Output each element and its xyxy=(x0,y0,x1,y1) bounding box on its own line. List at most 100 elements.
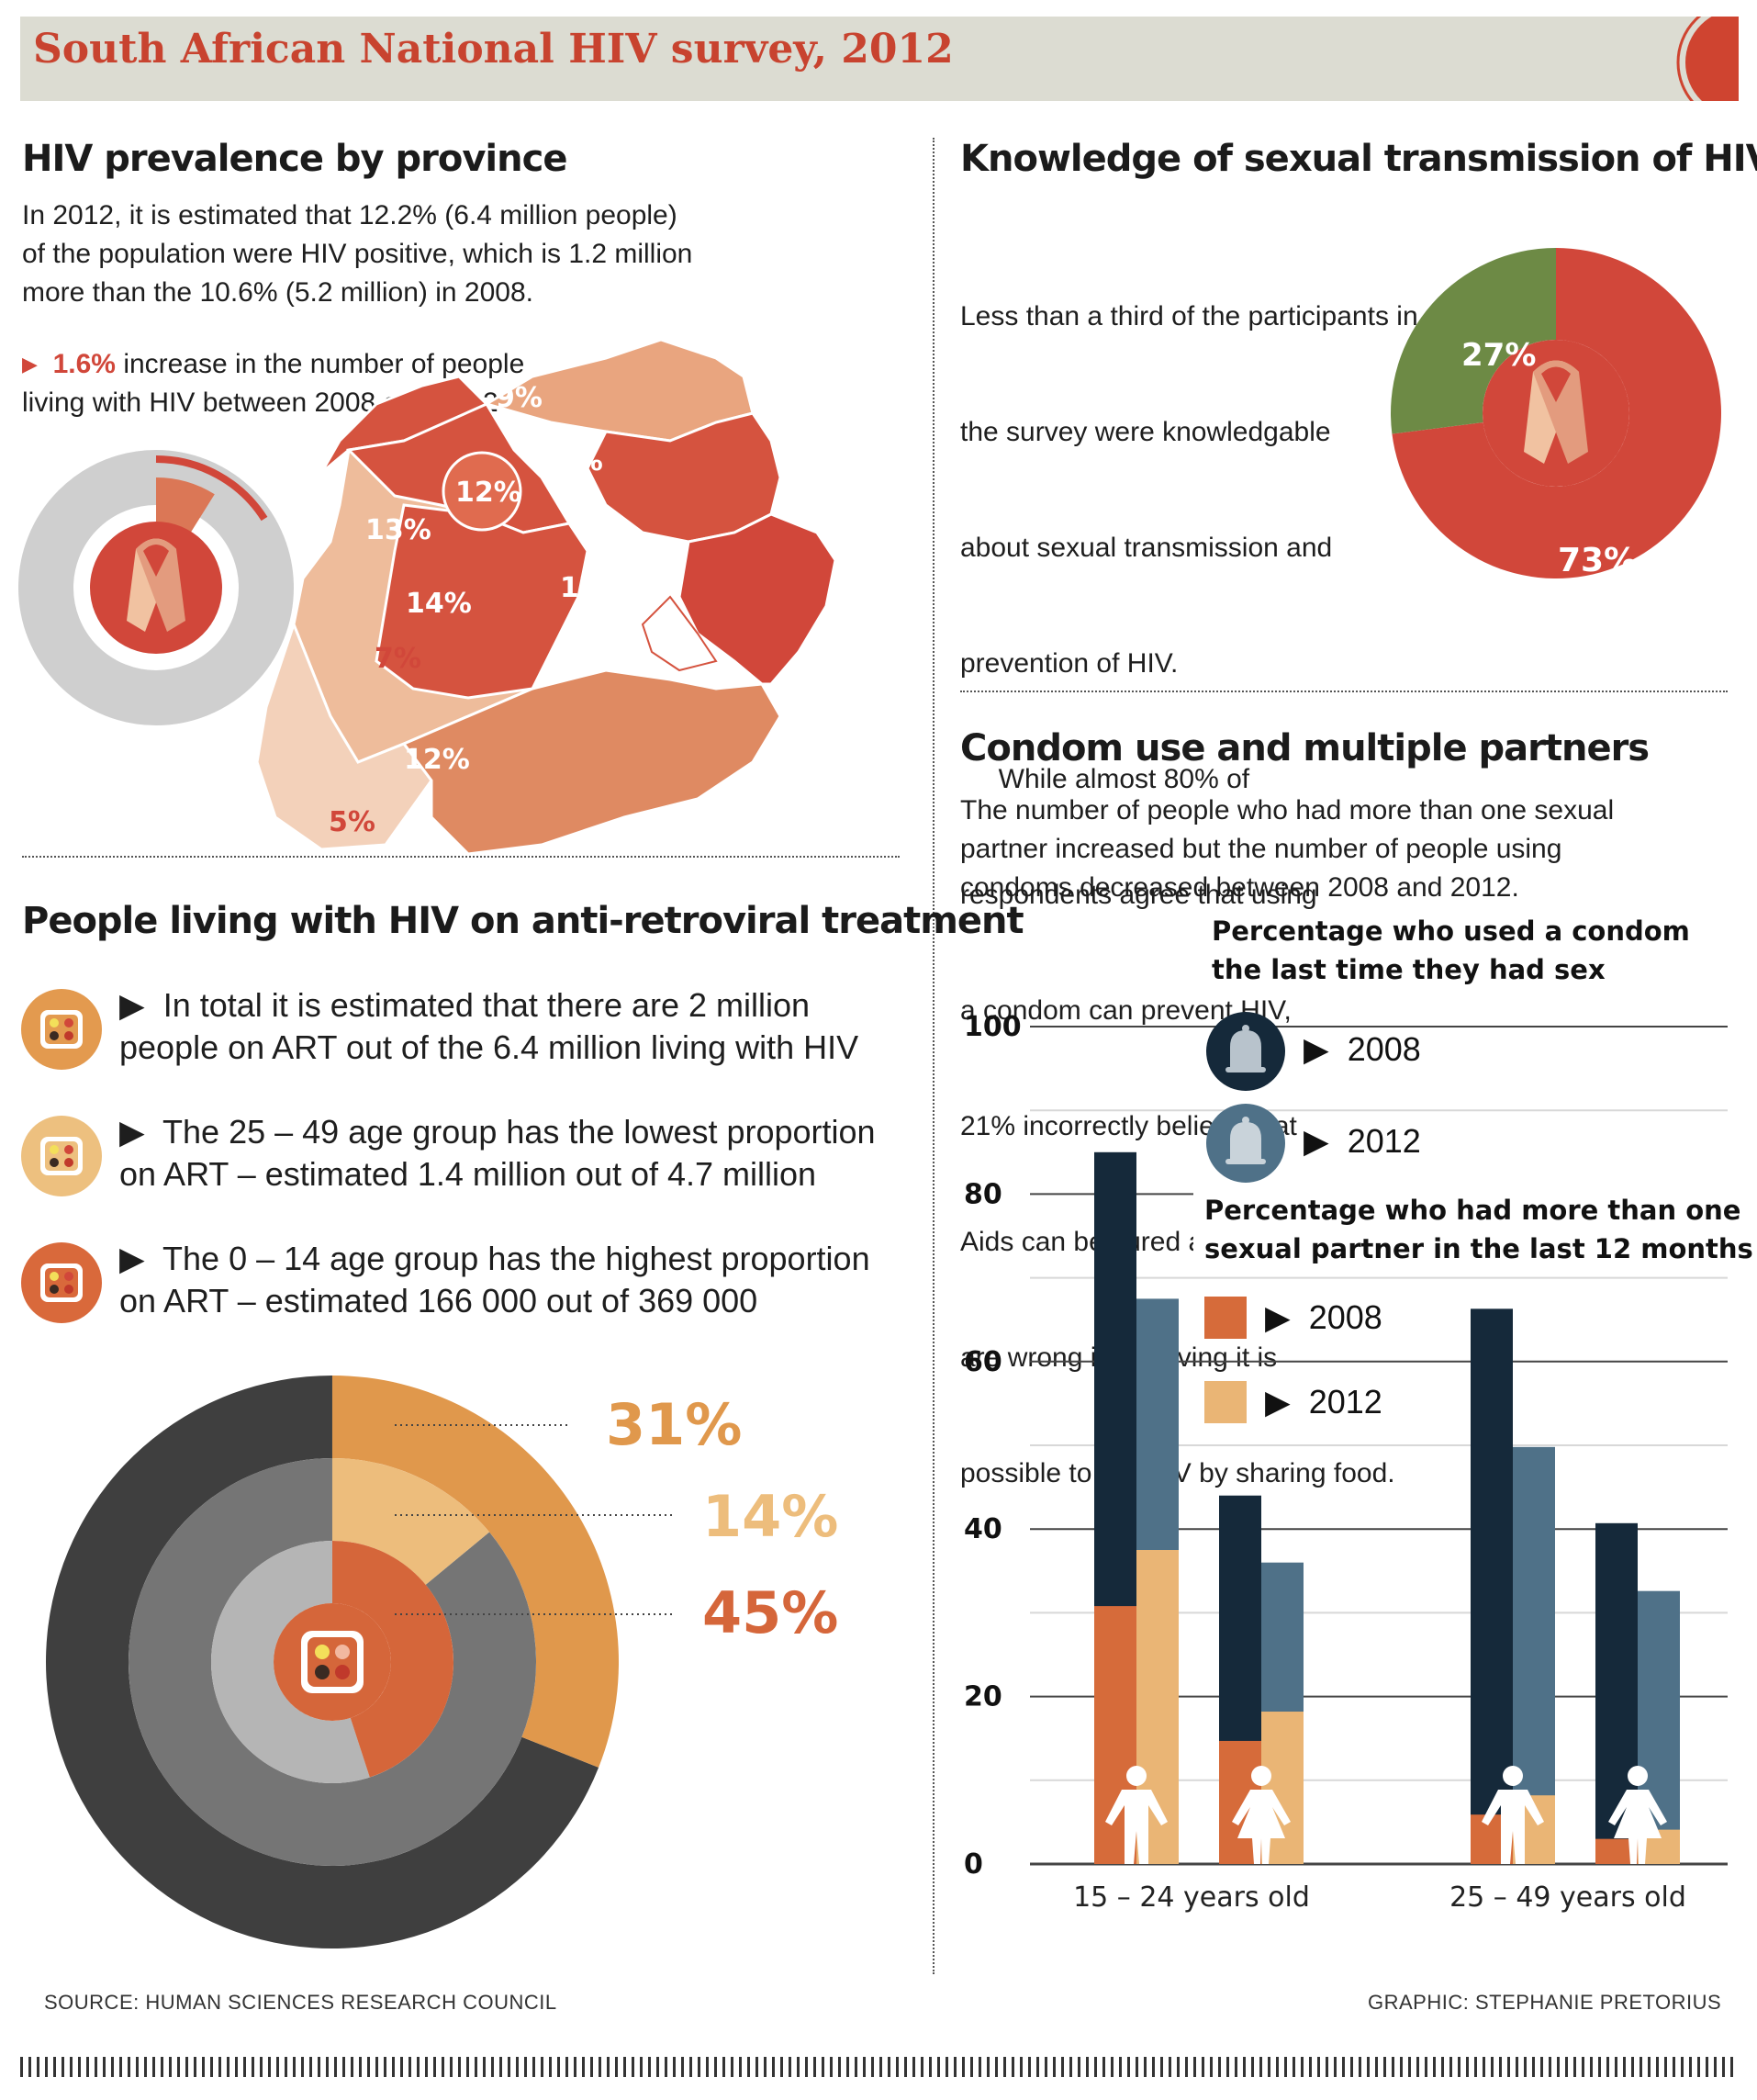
legend-condom-title-line: the last time they had sex xyxy=(1212,954,1606,985)
ring-label-inner: 45% xyxy=(702,1579,839,1646)
triangle-bullet-icon: ▶ xyxy=(1265,1298,1291,1336)
condom-intro-line: The number of people who had more than o… xyxy=(960,795,1615,825)
triangle-bullet-icon: ▶ xyxy=(119,1113,145,1151)
knowledge-line: Less than a third of the participants in xyxy=(960,301,1418,331)
art-heading: People living with HIV on anti-retrovira… xyxy=(22,900,1024,942)
female-figure-icon xyxy=(1608,1766,1667,1864)
y-tick-label: 0 xyxy=(964,1848,983,1881)
legend-condom-2012: ▶ 2012 xyxy=(1304,1122,1421,1161)
map-label-limpopo: 9% xyxy=(496,382,543,414)
knowledge-line: While almost 80% of xyxy=(960,764,1250,794)
aids-ribbon-icon xyxy=(127,538,185,632)
province-eastern-cape xyxy=(401,668,782,856)
y-tick-label: 20 xyxy=(964,1681,1002,1713)
legend-year: 2012 xyxy=(1347,1122,1421,1160)
section-divider xyxy=(960,691,1728,692)
legend-swatch-partner-2012 xyxy=(1204,1381,1247,1423)
section-divider xyxy=(22,856,900,858)
art-item-line2: people on ART out of the 6.4 million liv… xyxy=(119,1028,859,1066)
legend-partner-backdrop xyxy=(1193,1190,1735,1267)
triangle-bullet-icon: ▶ xyxy=(119,986,145,1024)
knowledge-slice xyxy=(1392,248,1721,578)
title-banner xyxy=(20,17,1739,101)
prevalence-intro-line: In 2012, it is estimated that 12.2% (6.4… xyxy=(22,200,677,230)
pill-pack-icon xyxy=(21,1242,102,1323)
knowledge-line: about sexual transmission and xyxy=(960,533,1333,563)
map-label-free-state: 14% xyxy=(406,588,472,620)
pill-pack-icon xyxy=(21,1116,102,1196)
knowledge-label-27: 27% xyxy=(1461,337,1536,374)
x-category-label: 15 – 24 years old xyxy=(1073,1881,1310,1914)
legend-condom-2008: ▶ 2008 xyxy=(1304,1030,1421,1069)
knowledge-donut: 27% 73% xyxy=(1391,248,1721,579)
y-tick-label: 100 xyxy=(964,1011,1022,1043)
art-item-line1: The 0 – 14 age group has the highest pro… xyxy=(162,1240,870,1277)
ring-label-outer: 31% xyxy=(606,1391,743,1458)
triangle-bullet-icon: ▶ xyxy=(1265,1383,1291,1421)
south-africa-map: 9% 14% 12% 13% 14% 17% 7% 12% 5% xyxy=(255,338,837,856)
province-gauteng xyxy=(442,451,522,532)
legend-year: 2012 xyxy=(1308,1383,1382,1421)
triangle-bullet-icon: ▶ xyxy=(1304,1122,1329,1160)
condom-heading: Condom use and multiple partners xyxy=(960,727,1650,769)
page-title: South African National HIV survey, 2012 xyxy=(33,26,954,73)
increase-text: increase in the number of people xyxy=(115,349,525,379)
column-divider xyxy=(933,138,934,1974)
male-figure-icon xyxy=(1482,1766,1544,1864)
pill-pack-icon xyxy=(21,989,102,1070)
knowledge-heading: Knowledge of sexual transmission of HIV xyxy=(960,138,1757,180)
legend-partner-title-line: sexual partner in the last 12 months xyxy=(1204,1233,1753,1264)
prevalence-heading: HIV prevalence by province xyxy=(22,138,567,180)
aids-ribbon-icon xyxy=(1524,360,1588,464)
condom-intro-line: partner increased but the number of peop… xyxy=(960,834,1562,864)
map-label-eastern-cape: 12% xyxy=(404,744,470,776)
y-tick-label: 80 xyxy=(964,1178,1002,1210)
map-label-western-cape: 5% xyxy=(329,806,375,838)
province-western-cape xyxy=(255,620,433,851)
prevalence-intro: In 2012, it is estimated that 12.2% (6.4… xyxy=(22,197,775,312)
female-figure-icon xyxy=(1232,1766,1291,1864)
y-tick-label: 40 xyxy=(964,1513,1002,1545)
ring-remainder xyxy=(211,1541,370,1783)
source-credit: SOURCE: HUMAN SCIENCES RESEARCH COUNCIL xyxy=(44,1991,557,2014)
map-label-north-west: 13% xyxy=(365,514,431,546)
art-item-line1: The 25 – 49 age group has the lowest pro… xyxy=(162,1113,876,1151)
x-category-label: 25 – 49 years old xyxy=(1449,1881,1686,1914)
lesotho xyxy=(641,595,718,672)
ring-remainder xyxy=(129,1458,537,1866)
ring-label-middle: 14% xyxy=(702,1483,839,1550)
center-pill-icon xyxy=(274,1603,391,1721)
increase-arc xyxy=(155,455,268,522)
map-label-mpumalanga: 14% xyxy=(537,445,603,477)
art-item-line2: on ART – estimated 166 000 out of 369 00… xyxy=(119,1282,758,1320)
triangle-bullet-icon: ▶ xyxy=(119,1240,145,1277)
map-label-gauteng: 12% xyxy=(455,477,521,509)
knowledge-line: respondents agree that using xyxy=(960,880,1317,910)
knowledge-line: a condom can prevent HIV, xyxy=(960,995,1292,1026)
knowledge-label-73: 73% xyxy=(1558,542,1637,579)
legend-partner-title-line: Percentage who had more than one xyxy=(1204,1195,1741,1226)
province-limpopo xyxy=(483,338,755,443)
footer-stripe xyxy=(20,2057,1739,2077)
legend-partner-2012: ▶ 2012 xyxy=(1265,1383,1382,1421)
knowledge-line: the survey were knowledgable xyxy=(960,417,1331,447)
increase-donut xyxy=(18,450,294,725)
legend-swatch-partner-2008 xyxy=(1204,1297,1247,1339)
legend-year: 2008 xyxy=(1347,1030,1421,1068)
legend-year: 2008 xyxy=(1308,1298,1382,1336)
ring-slice xyxy=(332,1376,619,1768)
y-tick-label: 60 xyxy=(964,1346,1002,1378)
prevalence-intro-line: of the population were HIV positive, whi… xyxy=(22,239,693,269)
banner-corner-badge xyxy=(1676,17,1739,101)
triangle-bullet-icon: ▶ xyxy=(1304,1030,1329,1068)
male-figure-icon xyxy=(1105,1766,1168,1864)
ring-remainder xyxy=(46,1376,599,1948)
condom-icon-2008 xyxy=(1206,1012,1285,1091)
legend-partner-2008: ▶ 2008 xyxy=(1265,1298,1382,1337)
increase-value: 1.6% xyxy=(52,349,116,379)
triangle-bullet-icon: ▶ xyxy=(22,353,38,376)
condom-partner-bar-chart: 0 20 40 60 80 100 15 – 24 years old 25 – 49 yea… xyxy=(964,1011,1728,1914)
art-item-line1: In total it is estimated that there are … xyxy=(162,986,811,1024)
ring-slice xyxy=(332,1458,490,1585)
prevalence-intro-line: more than the 10.6% (5.2 million) in 200… xyxy=(22,277,533,308)
